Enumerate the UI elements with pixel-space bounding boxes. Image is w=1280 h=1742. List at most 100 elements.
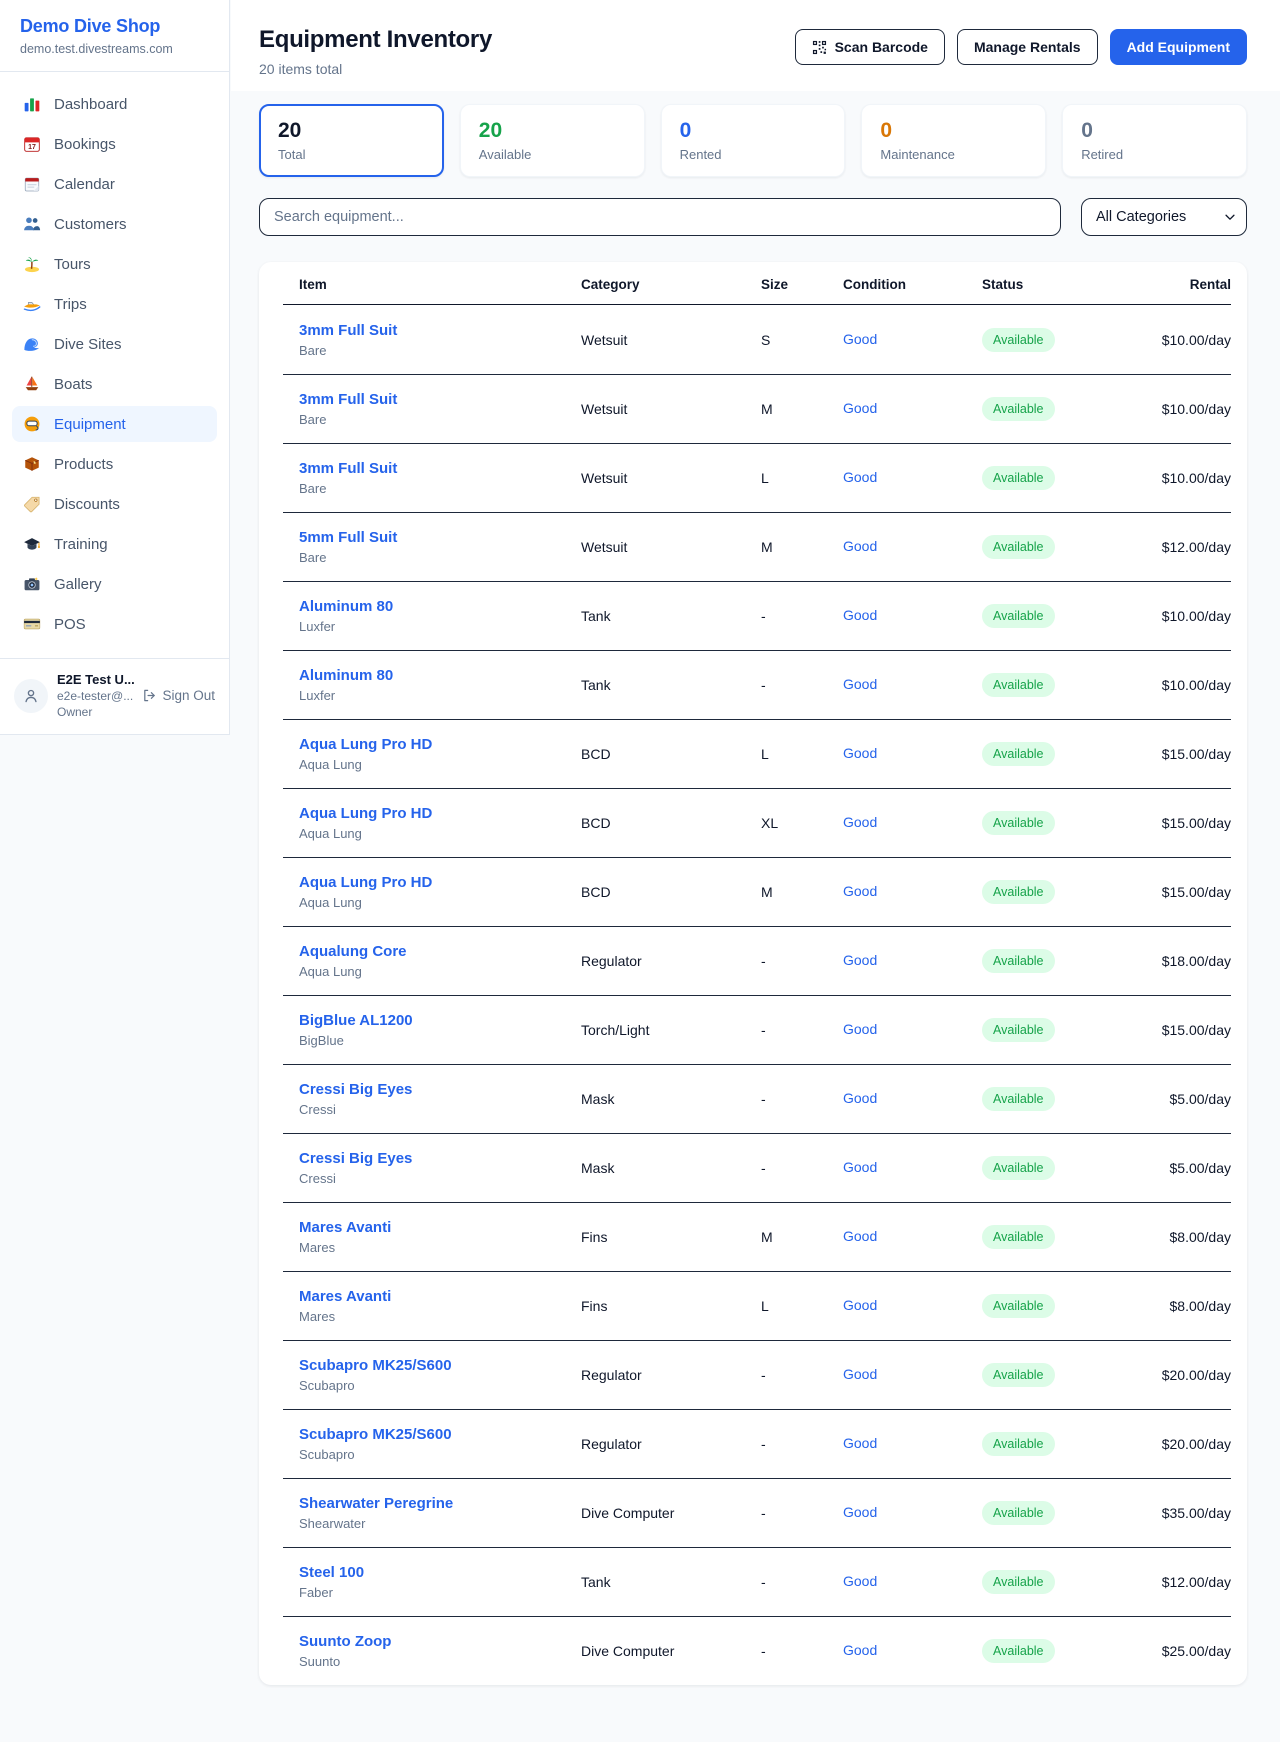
add-equipment-button[interactable]: Add Equipment	[1109, 29, 1247, 65]
item-brand: Bare	[299, 550, 327, 565]
condition-link[interactable]: Good	[843, 469, 878, 485]
condition-link[interactable]: Good	[843, 1228, 878, 1244]
item-name-link[interactable]: 3mm Full Suit	[299, 460, 398, 477]
item-brand: Cressi	[299, 1171, 336, 1186]
item-name-link[interactable]: Cressi Big Eyes	[299, 1150, 413, 1167]
sign-out-button[interactable]: Sign Out	[142, 688, 215, 703]
condition-link[interactable]: Good	[843, 745, 878, 761]
condition-link[interactable]: Good	[843, 538, 878, 554]
table-row[interactable]: Aluminum 80 Luxfer Tank - Good Available…	[283, 581, 1231, 650]
item-size: -	[761, 1643, 766, 1659]
sidebar-item-dive-sites[interactable]: Dive Sites	[12, 326, 217, 362]
sidebar-item-products[interactable]: Products	[12, 446, 217, 482]
sidebar-item-pos[interactable]: POS	[12, 606, 217, 642]
item-name-link[interactable]: Shearwater Peregrine	[299, 1495, 454, 1512]
sidebar-item-boats[interactable]: Boats	[12, 366, 217, 402]
item-name-link[interactable]: 3mm Full Suit	[299, 321, 398, 339]
table-row[interactable]: 3mm Full Suit Bare Wetsuit S Good Availa…	[283, 305, 1231, 374]
item-name-link[interactable]: Mares Avanti	[299, 1288, 392, 1305]
status-badge: Available	[982, 1225, 1055, 1249]
rental-rate: $5.00/day	[1169, 1160, 1232, 1176]
table-row[interactable]: Cressi Big Eyes Cressi Mask - Good Avail…	[283, 1064, 1231, 1133]
page-header: Equipment Inventory 20 items total Scan …	[231, 0, 1280, 91]
condition-link[interactable]: Good	[843, 330, 878, 347]
condition-link[interactable]: Good	[843, 1297, 878, 1313]
search-input[interactable]	[259, 198, 1061, 236]
table-row[interactable]: Shearwater Peregrine Shearwater Dive Com…	[283, 1478, 1231, 1547]
camera-icon	[23, 575, 41, 593]
scan-barcode-button[interactable]: Scan Barcode	[794, 29, 945, 65]
condition-link[interactable]: Good	[843, 1159, 878, 1175]
sidebar-item-calendar[interactable]: Calendar	[12, 166, 217, 202]
sidebar-item-tours[interactable]: Tours	[12, 246, 217, 282]
stat-card-available[interactable]: 20 Available	[459, 104, 645, 177]
condition-link[interactable]: Good	[843, 952, 878, 968]
item-name-link[interactable]: Aqualung Core	[299, 943, 407, 960]
brand-header: Demo Dive Shop demo.test.divestreams.com	[0, 0, 229, 72]
table-row[interactable]: Mares Avanti Mares Fins M Good Available…	[283, 1202, 1231, 1271]
item-name-link[interactable]: 5mm Full Suit	[299, 529, 398, 546]
condition-link[interactable]: Good	[843, 676, 878, 692]
item-name-link[interactable]: BigBlue AL1200	[299, 1012, 413, 1029]
status-badge: Available	[982, 949, 1055, 973]
table-row[interactable]: Cressi Big Eyes Cressi Mask - Good Avail…	[283, 1133, 1231, 1202]
item-category: Wetsuit	[581, 470, 628, 486]
table-row[interactable]: 3mm Full Suit Bare Wetsuit M Good Availa…	[283, 374, 1231, 443]
table-row[interactable]: 3mm Full Suit Bare Wetsuit L Good Availa…	[283, 443, 1231, 512]
item-name-link[interactable]: Aluminum 80	[299, 598, 394, 615]
table-row[interactable]: Aqua Lung Pro HD Aqua Lung BCD L Good Av…	[283, 719, 1231, 788]
condition-link[interactable]: Good	[843, 1435, 878, 1451]
item-name-link[interactable]: Aluminum 80	[299, 667, 394, 684]
condition-link[interactable]: Good	[843, 607, 878, 623]
item-brand: Bare	[299, 342, 327, 358]
condition-link[interactable]: Good	[843, 1090, 878, 1106]
condition-link[interactable]: Good	[843, 1504, 878, 1520]
status-badge: Available	[982, 811, 1055, 835]
manage-rentals-button[interactable]: Manage Rentals	[956, 29, 1098, 65]
condition-link[interactable]: Good	[843, 883, 878, 899]
stat-card-retired[interactable]: 0 Retired	[1062, 104, 1247, 177]
item-name-link[interactable]: 3mm Full Suit	[299, 391, 398, 408]
table-row[interactable]: Scubapro MK25/S600 Scubapro Regulator - …	[283, 1340, 1231, 1409]
sidebar-item-training[interactable]: Training	[12, 526, 217, 562]
table-row[interactable]: Aqualung Core Aqua Lung Regulator - Good…	[283, 926, 1231, 995]
condition-link[interactable]: Good	[843, 1366, 878, 1382]
table-row[interactable]: 5mm Full Suit Bare Wetsuit M Good Availa…	[283, 512, 1231, 581]
sidebar-item-customers[interactable]: Customers	[12, 206, 217, 242]
item-name-link[interactable]: Aqua Lung Pro HD	[299, 736, 433, 753]
sidebar-item-trips[interactable]: Trips	[12, 286, 217, 322]
condition-link[interactable]: Good	[843, 814, 878, 830]
item-name-link[interactable]: Scubapro MK25/S600	[299, 1426, 452, 1443]
stat-card-maintenance[interactable]: 0 Maintenance	[861, 104, 1047, 177]
item-name-link[interactable]: Mares Avanti	[299, 1219, 392, 1236]
item-name-link[interactable]: Aqua Lung Pro HD	[299, 874, 433, 891]
table-row[interactable]: Aqua Lung Pro HD Aqua Lung BCD M Good Av…	[283, 857, 1231, 926]
table-row[interactable]: BigBlue AL1200 BigBlue Torch/Light - Goo…	[283, 995, 1231, 1064]
condition-link[interactable]: Good	[843, 1021, 878, 1037]
sidebar-item-gallery[interactable]: Gallery	[12, 566, 217, 602]
table-row[interactable]: Aluminum 80 Luxfer Tank - Good Available…	[283, 650, 1231, 719]
item-name-link[interactable]: Scubapro MK25/S600	[299, 1357, 452, 1374]
item-name-link[interactable]: Cressi Big Eyes	[299, 1081, 413, 1098]
sidebar-item-discounts[interactable]: Discounts	[12, 486, 217, 522]
condition-link[interactable]: Good	[843, 1642, 878, 1658]
condition-link[interactable]: Good	[843, 1573, 878, 1589]
stat-card-rented[interactable]: 0 Rented	[660, 104, 846, 177]
stat-card-total[interactable]: 20 Total	[259, 104, 444, 177]
item-category: Fins	[581, 1298, 608, 1314]
stat-label: Retired	[1081, 147, 1124, 162]
condition-link[interactable]: Good	[843, 400, 878, 416]
item-name-link[interactable]: Suunto Zoop	[299, 1633, 392, 1650]
table-row[interactable]: Mares Avanti Mares Fins L Good Available…	[283, 1271, 1231, 1340]
category-filter-select[interactable]: All Categories	[1081, 198, 1247, 236]
table-row[interactable]: Scubapro MK25/S600 Scubapro Regulator - …	[283, 1409, 1231, 1478]
item-name-link[interactable]: Aqua Lung Pro HD	[299, 805, 433, 822]
table-row[interactable]: Steel 100 Faber Tank - Good Available $1…	[283, 1547, 1231, 1616]
table-row[interactable]: Suunto Zoop Suunto Dive Computer - Good …	[283, 1616, 1231, 1685]
user-role: Owner	[57, 705, 93, 719]
item-name-link[interactable]: Steel 100	[299, 1564, 365, 1581]
sidebar-item-dashboard[interactable]: Dashboard	[12, 86, 217, 122]
table-row[interactable]: Aqua Lung Pro HD Aqua Lung BCD XL Good A…	[283, 788, 1231, 857]
sidebar-item-equipment[interactable]: Equipment	[12, 406, 217, 442]
sidebar-item-bookings[interactable]: 17 Bookings	[12, 126, 217, 162]
